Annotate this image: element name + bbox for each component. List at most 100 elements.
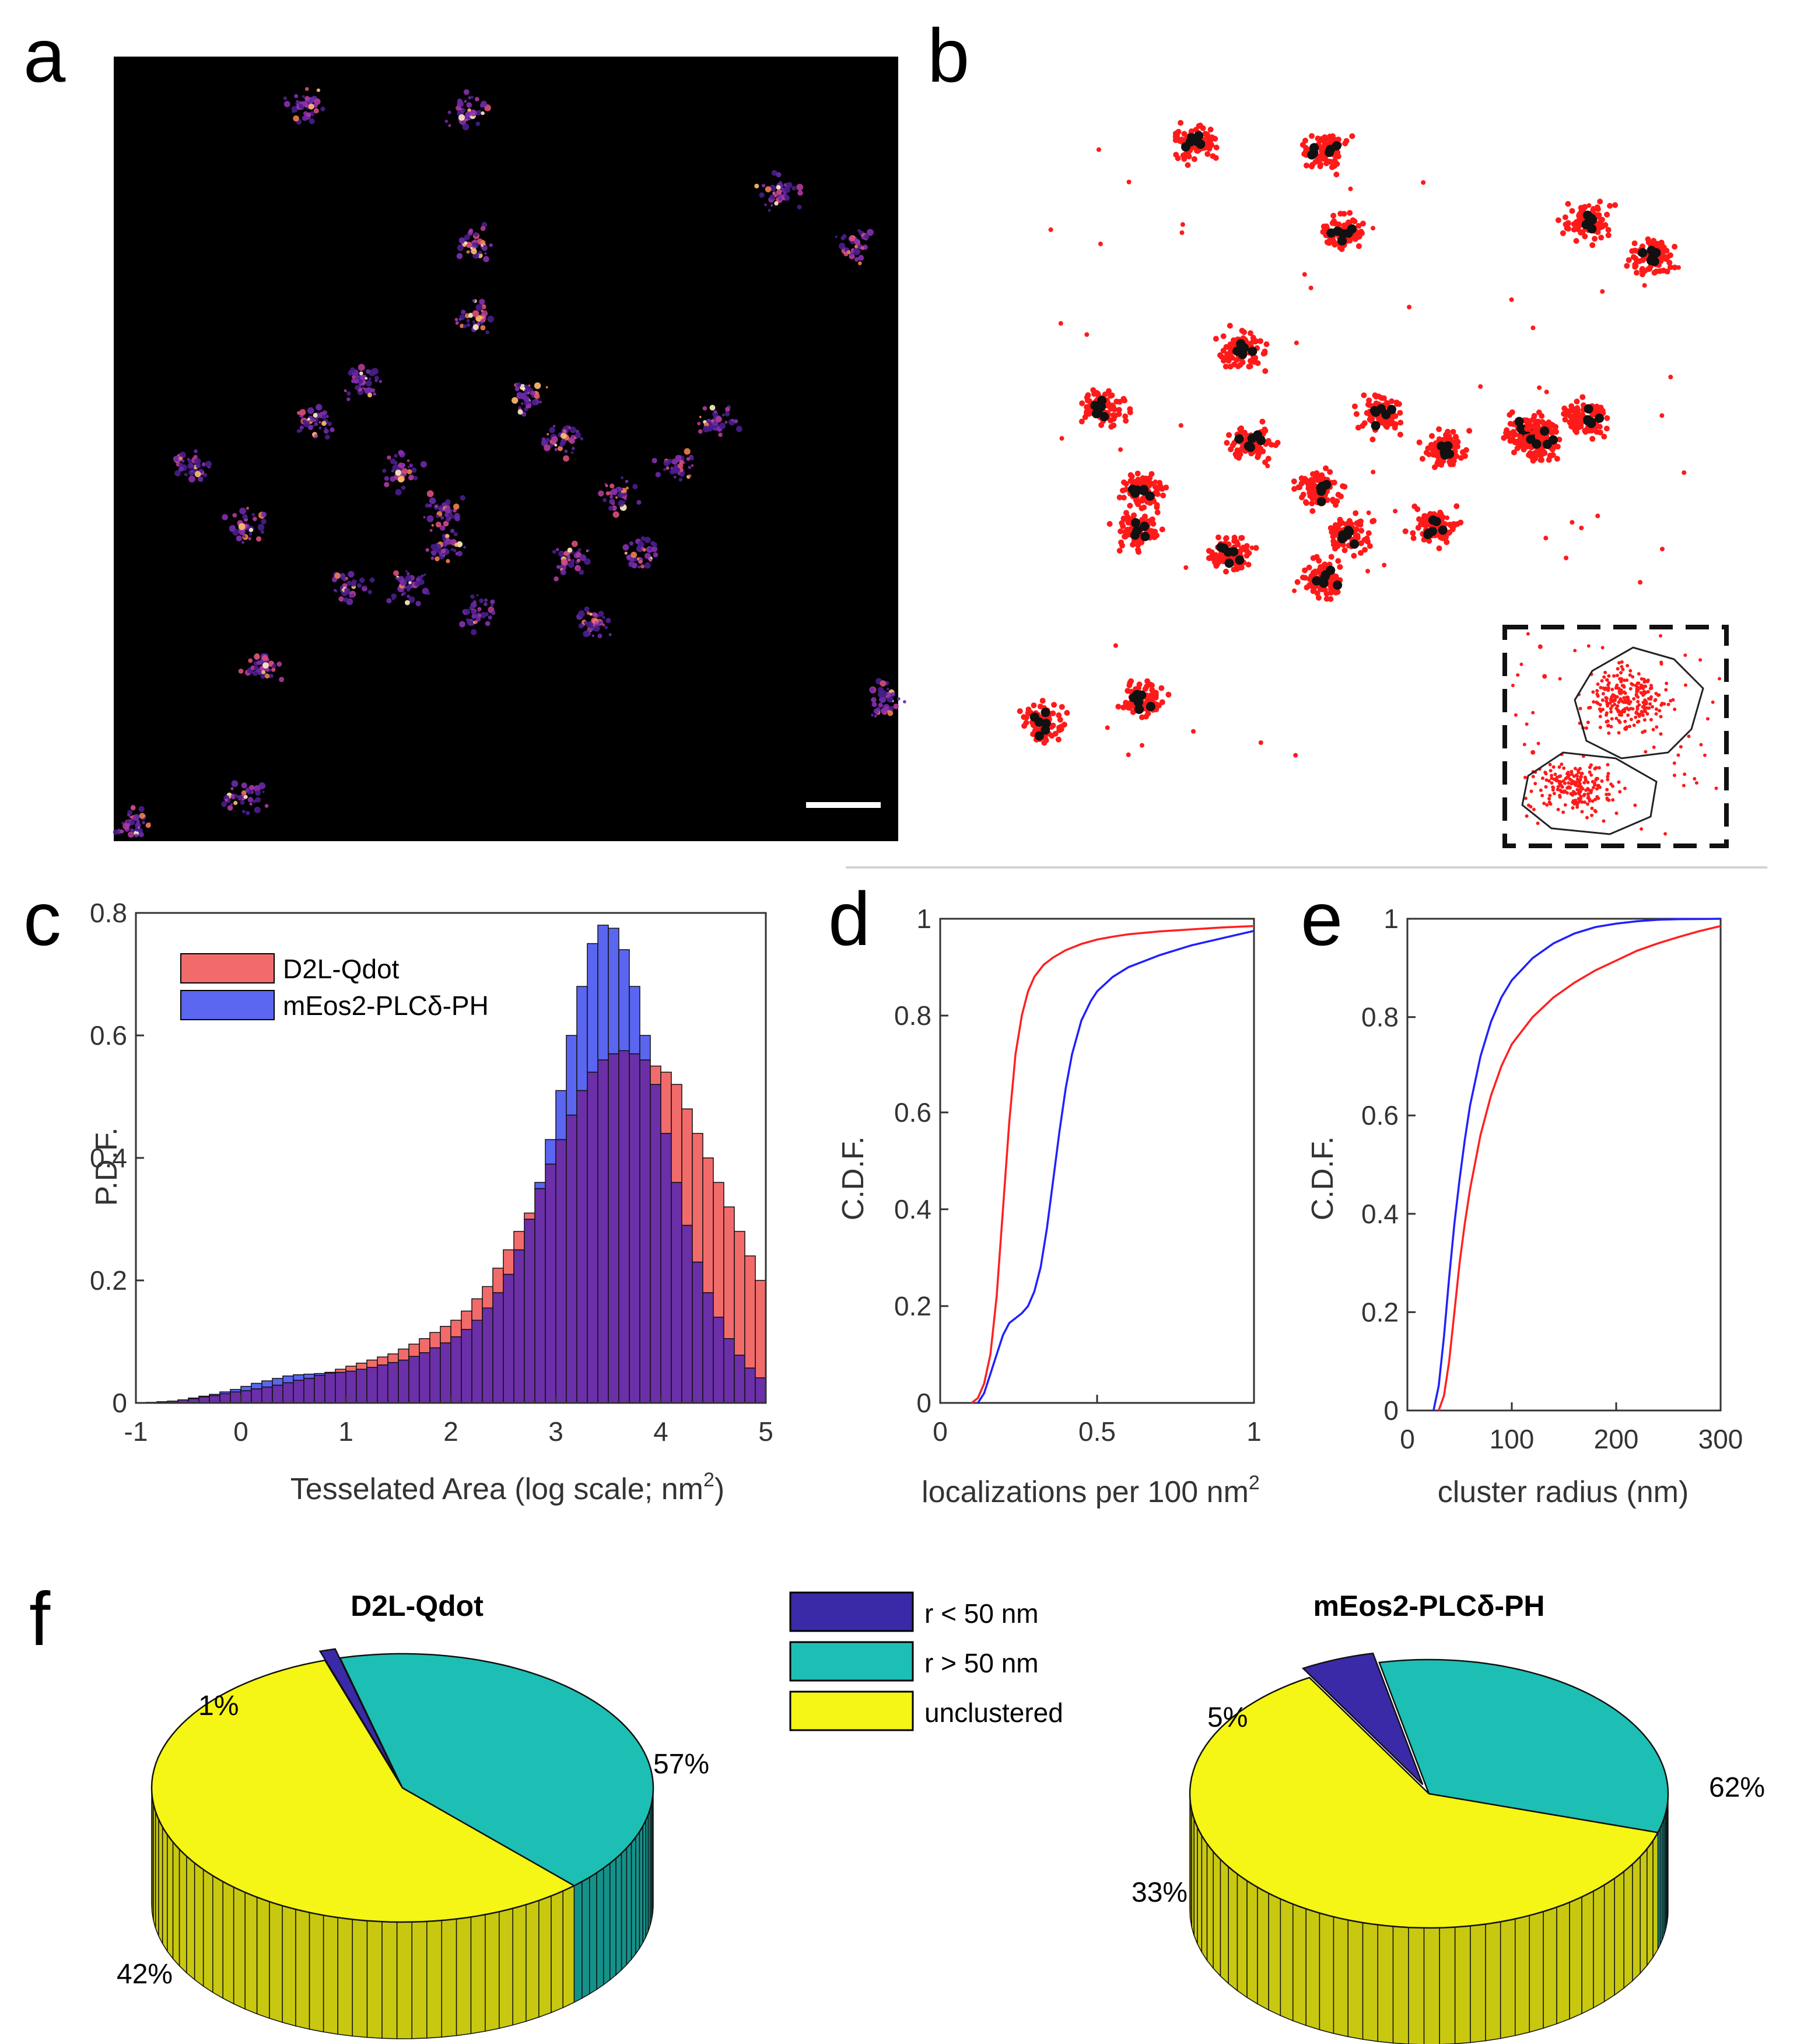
fluor-spot	[476, 110, 482, 116]
localization-point	[1364, 536, 1370, 541]
fluor-spot	[679, 460, 684, 465]
inset-point	[1562, 766, 1566, 770]
inset-point	[1557, 765, 1561, 769]
localization-point	[1111, 413, 1118, 419]
clustered-point	[1034, 731, 1044, 741]
inset-point	[1556, 788, 1560, 792]
inset-point	[1547, 779, 1551, 783]
fluor-spot	[458, 114, 465, 121]
localization-point	[1122, 516, 1128, 522]
localization-point	[1248, 330, 1253, 337]
cdf-ytick-label: 0.8	[894, 1000, 931, 1031]
localization-point	[1025, 710, 1031, 716]
localization-point	[1526, 426, 1532, 432]
histogram-bar-overlap	[629, 1053, 640, 1404]
fluor-spot	[324, 434, 330, 440]
inset-point	[1605, 678, 1609, 682]
fluor-spot	[699, 415, 702, 418]
clustered-point	[1549, 435, 1558, 445]
inset-point	[1605, 702, 1609, 706]
cdf-xtick-label: 1	[1246, 1416, 1262, 1447]
localization-point	[1084, 411, 1090, 416]
inset-point	[1605, 788, 1609, 792]
localization-point	[1341, 547, 1348, 554]
inset-point	[1637, 672, 1641, 676]
inset-point	[1589, 790, 1593, 794]
pie-side-segment	[396, 1922, 412, 2039]
clustered-point	[1243, 441, 1253, 451]
fluor-spot	[591, 634, 594, 637]
localization-point	[1353, 411, 1360, 417]
fluor-spot	[230, 787, 234, 790]
legend-swatch-unclustered	[789, 1690, 914, 1731]
fluor-spot	[897, 697, 901, 701]
histogram-legend: D2L-Qdot mEos2-PLCδ-PH	[180, 953, 489, 1021]
fluor-spot	[776, 172, 782, 177]
inset-point	[1595, 701, 1599, 704]
fluor-spot	[608, 633, 612, 636]
legend-label-meos: mEos2-PLCδ-PH	[283, 991, 489, 1021]
histogram-bar-overlap	[587, 1072, 598, 1404]
fluor-spot	[608, 505, 614, 511]
fluor-spot	[880, 690, 888, 697]
c-xtick-label: -1	[124, 1416, 148, 1447]
inset-point	[1531, 775, 1535, 779]
sparse-point	[1579, 526, 1584, 531]
fluor-spot	[390, 476, 396, 482]
inset-point	[1565, 772, 1569, 776]
pie-side-segment	[1623, 1863, 1633, 1989]
inset-point	[1649, 695, 1653, 699]
pie-side-segment	[635, 1830, 640, 1956]
fluor-spot	[470, 109, 477, 117]
localization-point	[1604, 415, 1610, 421]
inset-point	[1598, 726, 1602, 729]
pie-side-segment	[1197, 1826, 1203, 1952]
fluor-spot	[264, 804, 269, 808]
fluor-spot	[394, 454, 398, 458]
fluor-spot	[421, 574, 424, 578]
sparse-point	[1407, 304, 1412, 310]
fluor-spot	[584, 606, 590, 612]
fluor-spot	[194, 458, 201, 465]
fluor-spot	[471, 242, 479, 249]
fluor-spot	[583, 621, 587, 625]
fluor-spot	[307, 418, 310, 421]
clustered-point	[1091, 409, 1101, 419]
localization-point	[1175, 128, 1182, 135]
fluor-spot	[344, 389, 347, 393]
fluor-spot	[430, 544, 436, 550]
histogram-bar-overlap	[272, 1384, 283, 1404]
inset-point	[1550, 776, 1554, 780]
inset-point	[1639, 686, 1643, 690]
localization-point	[1056, 712, 1062, 719]
localization-point	[1245, 561, 1252, 568]
pie-side-segment	[1220, 1858, 1229, 1985]
localization-point	[1672, 264, 1678, 271]
fluor-spot	[469, 606, 474, 610]
sparse-point	[1258, 740, 1263, 746]
localization-point	[1603, 425, 1610, 432]
fluor-spot	[868, 687, 874, 692]
fluor-spot	[346, 580, 352, 586]
fluor-spot	[178, 466, 184, 472]
inset-point	[1610, 717, 1614, 721]
clustered-point	[1316, 483, 1326, 492]
clustered-point	[1325, 148, 1334, 158]
localization-point	[1243, 542, 1250, 549]
histogram-axes: -1 0 1 2 3 4 500.20.40.60.8	[90, 898, 773, 1447]
localization-point	[1335, 558, 1341, 564]
fluor-spot	[318, 421, 321, 424]
inset-point	[1600, 779, 1604, 783]
localization-point	[1537, 457, 1544, 463]
localization-point	[1358, 229, 1364, 235]
fluor-spot	[261, 519, 267, 524]
inset-point	[1544, 785, 1548, 789]
inset-point	[1649, 684, 1653, 688]
inset-point	[1601, 708, 1605, 712]
inset-point	[1605, 720, 1609, 724]
fluor-spot	[640, 564, 644, 569]
inset-point	[1548, 762, 1552, 766]
fluor-spot	[391, 469, 394, 473]
fluor-spot	[779, 199, 783, 202]
fluor-spot	[722, 414, 725, 416]
